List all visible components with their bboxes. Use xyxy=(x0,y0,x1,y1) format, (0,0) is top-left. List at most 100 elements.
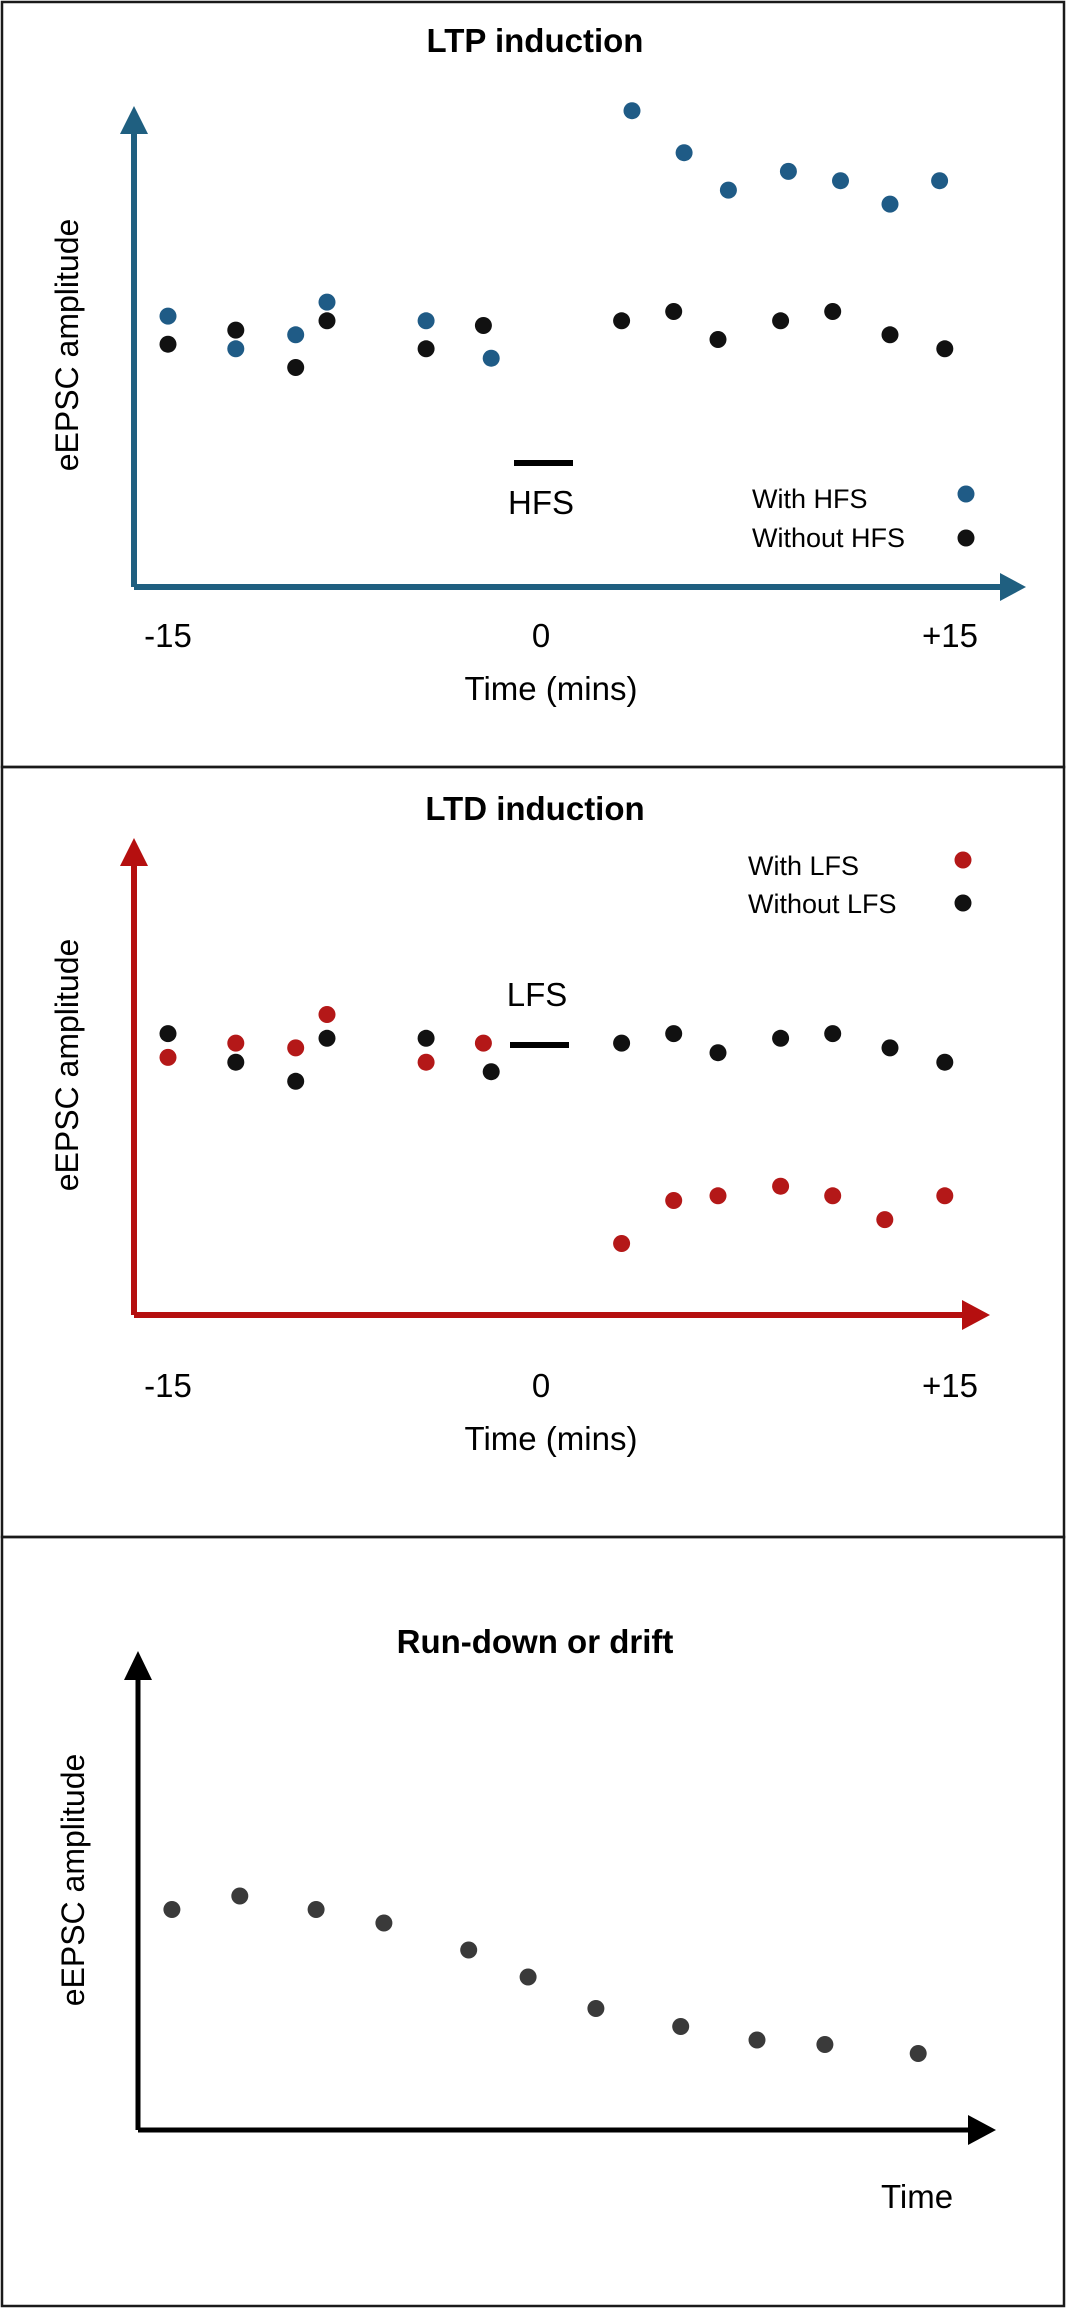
ltd-data-point-without-lfs xyxy=(227,1053,245,1071)
drift-data-point-series xyxy=(587,2000,605,2017)
ltd-data-point-without-lfs xyxy=(613,1034,631,1052)
drift-data-point-series xyxy=(672,2018,690,2035)
ltd-data-point-with-lfs xyxy=(824,1187,842,1205)
ltp-data-point-without-hfs xyxy=(772,312,790,330)
ltp-legend-marker-without-hfs xyxy=(957,529,975,547)
ltp-data-point-with-hfs xyxy=(719,181,737,199)
ltd-data-point-without-lfs xyxy=(824,1025,842,1043)
ltp-data-point-without-hfs xyxy=(474,317,492,334)
ltp-data-point-with-hfs xyxy=(881,195,899,213)
drift-y-axis-arrowhead xyxy=(124,1651,152,1680)
ltd-x-axis-arrowhead xyxy=(962,1300,990,1330)
ltd-data-point-with-lfs xyxy=(876,1211,894,1229)
drift-data-point-series xyxy=(519,1968,537,1986)
ltp-panel: LTP induction eEPSC amplitude -15 0 +15 … xyxy=(0,0,1066,769)
ltd-data-point-with-lfs xyxy=(227,1034,245,1052)
ltp-x-axis-label: Time (mins) xyxy=(465,670,638,707)
drift-chart-title: Run-down or drift xyxy=(397,1623,674,1660)
ltp-x-axis-arrowhead xyxy=(1000,573,1026,601)
ltd-y-axis-label: eEPSC amplitude xyxy=(49,939,85,1192)
drift-data-point-series xyxy=(163,1901,181,1918)
ltp-data-point-without-hfs xyxy=(613,312,631,330)
ltp-data-point-with-hfs xyxy=(318,293,336,311)
ltp-data-point-without-hfs xyxy=(824,303,842,320)
ltd-data-point-without-lfs xyxy=(665,1025,683,1043)
hfs-stimulus-label: HFS xyxy=(508,484,574,521)
ltd-data-point-without-lfs xyxy=(417,1029,435,1047)
ltd-data-point-with-lfs xyxy=(665,1192,683,1209)
ltd-data-point-with-lfs xyxy=(287,1039,305,1057)
ltd-data-point-with-lfs xyxy=(474,1034,492,1052)
ltd-legend-marker-with-lfs xyxy=(954,851,972,869)
drift-data-point-series xyxy=(231,1887,249,1905)
ltp-data-point-with-hfs xyxy=(227,340,245,358)
drift-y-axis-label: eEPSC amplitude xyxy=(55,1754,91,2007)
ltp-data-point-without-hfs xyxy=(159,335,177,353)
drift-panel-border xyxy=(0,1535,1066,2308)
ltd-x-tick-label: +15 xyxy=(922,1367,978,1404)
ltp-data-point-without-hfs xyxy=(318,312,336,330)
ltd-data-point-without-lfs xyxy=(287,1072,305,1090)
ltp-y-axis-label: eEPSC amplitude xyxy=(49,219,85,472)
ltp-data-point-without-hfs xyxy=(417,340,435,358)
drift-data-point-series xyxy=(307,1901,325,1918)
ltd-data-point-without-lfs xyxy=(318,1029,336,1047)
drift-data-point-series xyxy=(816,2036,834,2053)
ltd-data-point-with-lfs xyxy=(709,1187,727,1205)
ltd-data-point-without-lfs xyxy=(881,1039,899,1057)
ltd-panel: LTD induction eEPSC amplitude -15 0 +15 … xyxy=(0,765,1066,1539)
ltd-chart-title: LTD induction xyxy=(425,790,644,827)
drift-data-point-series xyxy=(909,2045,927,2062)
ltd-data-point-without-lfs xyxy=(709,1044,727,1062)
drift-x-axis-label: Time xyxy=(881,2178,953,2215)
drift-panel: Run-down or drift eEPSC amplitude Time xyxy=(0,1535,1066,2308)
ltp-x-tick-label: 0 xyxy=(532,617,550,654)
ltp-data-point-with-hfs xyxy=(832,172,849,190)
ltp-data-point-without-hfs xyxy=(936,340,954,358)
drift-data-points xyxy=(163,1887,927,2062)
ltd-data-point-without-lfs xyxy=(772,1029,790,1047)
ltd-legend-marker-without-lfs xyxy=(954,894,972,912)
ltp-data-point-with-hfs xyxy=(417,312,435,330)
ltp-data-points xyxy=(159,102,954,376)
ltp-chart-title: LTP induction xyxy=(427,22,644,59)
ltp-x-tick-label: +15 xyxy=(922,617,978,654)
ltd-legend-label-with-lfs: With LFS xyxy=(748,851,859,881)
ltp-y-axis-arrowhead xyxy=(120,106,148,134)
ltd-y-axis-arrowhead xyxy=(120,838,148,866)
ltp-legend-label-without-hfs: Without HFS xyxy=(752,523,905,553)
ltd-data-point-with-lfs xyxy=(772,1177,790,1195)
ltp-data-point-with-hfs xyxy=(779,162,797,180)
ltp-data-point-without-hfs xyxy=(287,359,305,376)
drift-data-point-series xyxy=(748,2031,766,2049)
ltd-x-tick-label: 0 xyxy=(532,1367,550,1404)
ltp-data-point-with-hfs xyxy=(931,172,949,190)
ltp-data-point-with-hfs xyxy=(287,326,305,344)
drift-data-point-series xyxy=(375,1914,393,1932)
drift-data-point-series xyxy=(460,1941,478,1959)
drift-x-axis-arrowhead xyxy=(968,2115,996,2145)
ltp-data-point-without-hfs xyxy=(665,303,683,320)
ltp-data-point-with-hfs xyxy=(482,349,500,367)
ltp-x-tick-label: -15 xyxy=(144,617,192,654)
ltd-data-point-without-lfs xyxy=(482,1063,500,1081)
ltd-data-point-with-lfs xyxy=(318,1006,336,1023)
lfs-stimulus-label: LFS xyxy=(507,976,568,1013)
ltp-data-point-without-hfs xyxy=(709,331,727,348)
ltd-x-axis-label: Time (mins) xyxy=(465,1420,638,1457)
ltd-x-tick-label: -15 xyxy=(144,1367,192,1404)
ltd-data-point-without-lfs xyxy=(936,1053,954,1071)
ltd-data-point-with-lfs xyxy=(936,1187,954,1205)
ltp-legend-label-with-hfs: With HFS xyxy=(752,484,868,514)
ltp-legend-marker-with-hfs xyxy=(957,485,975,503)
ltd-data-points xyxy=(159,1006,954,1252)
ltd-data-point-with-lfs xyxy=(417,1053,435,1071)
ltd-legend-label-without-lfs: Without LFS xyxy=(748,889,897,919)
ltp-data-point-without-hfs xyxy=(227,321,245,339)
ltp-data-point-with-hfs xyxy=(623,102,641,120)
ltp-data-point-with-hfs xyxy=(675,144,693,162)
ltd-data-point-with-lfs xyxy=(159,1048,177,1066)
ltp-data-point-without-hfs xyxy=(881,326,899,344)
